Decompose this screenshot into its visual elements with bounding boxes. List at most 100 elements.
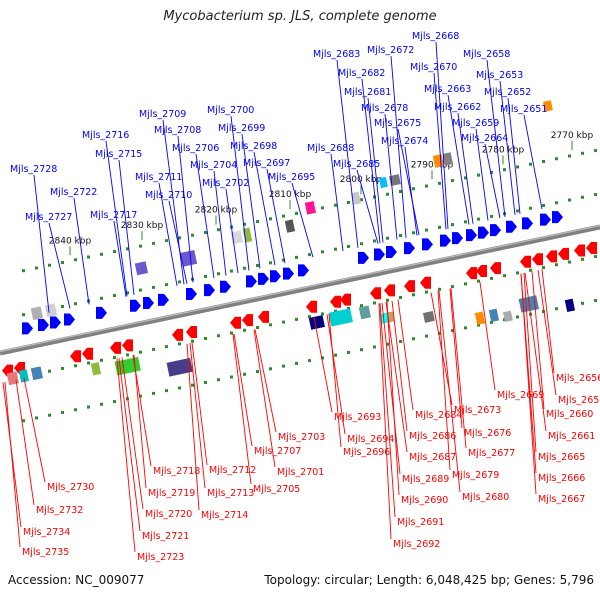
track-dot: [282, 258, 285, 262]
gene-label-bottom: Mjls_2656: [556, 373, 600, 384]
track-dot: [295, 211, 298, 215]
feature-block: [6, 371, 20, 386]
gene-arrow-reverse: [230, 316, 241, 329]
track-dot: [217, 334, 220, 338]
gene-leader-line-top: [195, 153, 215, 279]
gene-arrow-forward: [96, 306, 107, 319]
gene-label-top: Mjls_2706: [172, 143, 219, 154]
track-dot: [425, 334, 428, 338]
track-dot: [581, 195, 584, 199]
track-dot: [516, 315, 519, 319]
track-dot: [139, 394, 142, 398]
track-dot: [178, 236, 181, 240]
track-dot: [464, 220, 467, 224]
track-dot: [581, 151, 584, 155]
track-dot: [373, 345, 376, 349]
gene-label-top: Mjls_2716: [82, 130, 129, 141]
track-dot: [477, 217, 480, 221]
track-dot: [87, 361, 90, 365]
gene-arrow-reverse: [70, 350, 81, 363]
gene-leader-line-top: [177, 135, 194, 283]
track-dot: [451, 329, 454, 333]
track-dot: [113, 400, 116, 404]
track-dot: [503, 274, 506, 278]
track-dot: [269, 367, 272, 371]
track-dot: [347, 350, 350, 354]
track-dot: [269, 261, 272, 265]
track-dot: [334, 247, 337, 251]
track-dot: [386, 298, 389, 302]
feature-block: [30, 306, 44, 321]
track-dot: [113, 294, 116, 298]
gene-leader-line-bottom: [233, 333, 253, 447]
gene-arrow-forward: [386, 245, 397, 258]
track-dot: [451, 179, 454, 183]
gene-leader-line-bottom: [254, 329, 277, 433]
track-dot: [100, 358, 103, 362]
track-dot: [165, 345, 168, 349]
gene-label-top: Mjls_2698: [230, 141, 277, 152]
gene-leader-line-top: [404, 146, 418, 236]
gene-label-top: Mjls_2722: [50, 187, 97, 198]
gene-arrow-forward: [552, 211, 563, 224]
track-dot: [347, 200, 350, 204]
gene-leader-line-bottom: [23, 377, 46, 483]
feature-block: [350, 191, 362, 205]
gene-arrow-forward: [490, 224, 501, 237]
track-dot: [178, 280, 181, 284]
track-dot: [152, 285, 155, 289]
gene-label-bottom: Mjls_2657: [558, 395, 600, 406]
gene-leader-line-top: [435, 41, 449, 229]
gene-arrow-reverse: [330, 295, 341, 308]
track-dot: [399, 340, 402, 344]
track-dot: [516, 165, 519, 169]
gene-leader-line-top: [486, 59, 506, 218]
feature-block: [308, 315, 325, 330]
gene-leader-line-bottom: [121, 357, 144, 510]
track-dot: [412, 187, 415, 191]
gene-arrow-forward: [540, 213, 551, 226]
gene-label-bottom: Mjls_2679: [452, 470, 499, 481]
axis-tick-label: 2840 kbp: [49, 236, 92, 246]
gene-label-top: Mjls_2683: [313, 49, 360, 60]
track-dot: [204, 336, 207, 340]
map-title: Mycobacterium sp. JLS, complete genome: [163, 9, 437, 24]
track-dot: [360, 348, 363, 352]
gene-label-bottom: Mjls_2719: [148, 488, 195, 499]
track-dot: [347, 306, 350, 310]
track-dot: [217, 272, 220, 276]
track-dot: [373, 301, 376, 305]
track-dot: [243, 372, 246, 376]
gene-leader-line-top: [225, 188, 239, 274]
gene-arrow-forward: [374, 248, 385, 261]
gene-arrow-reverse: [122, 339, 133, 352]
track-dot: [256, 326, 259, 330]
axis-tick-label: 2770 kbp: [551, 131, 594, 141]
feature-block: [488, 308, 500, 322]
gene-arrow-reverse: [520, 255, 531, 268]
track-dot: [321, 312, 324, 316]
gene-label-top: Mjls_2674: [381, 136, 428, 147]
track-dot: [360, 304, 363, 308]
track-dot: [295, 361, 298, 365]
feature-block: [442, 152, 454, 166]
gene-leader-line-top: [336, 59, 359, 248]
gene-arrow-forward: [64, 313, 75, 326]
track-dot: [425, 290, 428, 294]
gene-label-bottom: Mjls_2714: [201, 510, 248, 521]
gene-label-bottom: Mjls_2696: [343, 447, 390, 458]
track-dot: [594, 193, 597, 197]
track-dot: [22, 269, 25, 273]
gene-label-bottom: Mjls_2718: [153, 466, 200, 477]
gene-label-bottom: Mjls_2677: [468, 448, 515, 459]
gene-label-bottom: Mjls_2713: [207, 488, 254, 499]
gene-leader-line-bottom: [537, 269, 557, 396]
axis-tick-label: 2810 kbp: [269, 190, 312, 200]
track-dot: [61, 410, 64, 414]
track-dot: [594, 299, 597, 303]
gene-arrow-forward: [440, 234, 451, 247]
gene-leader-line-bottom: [449, 288, 463, 429]
track-dot: [347, 244, 350, 248]
track-dot: [464, 176, 467, 180]
